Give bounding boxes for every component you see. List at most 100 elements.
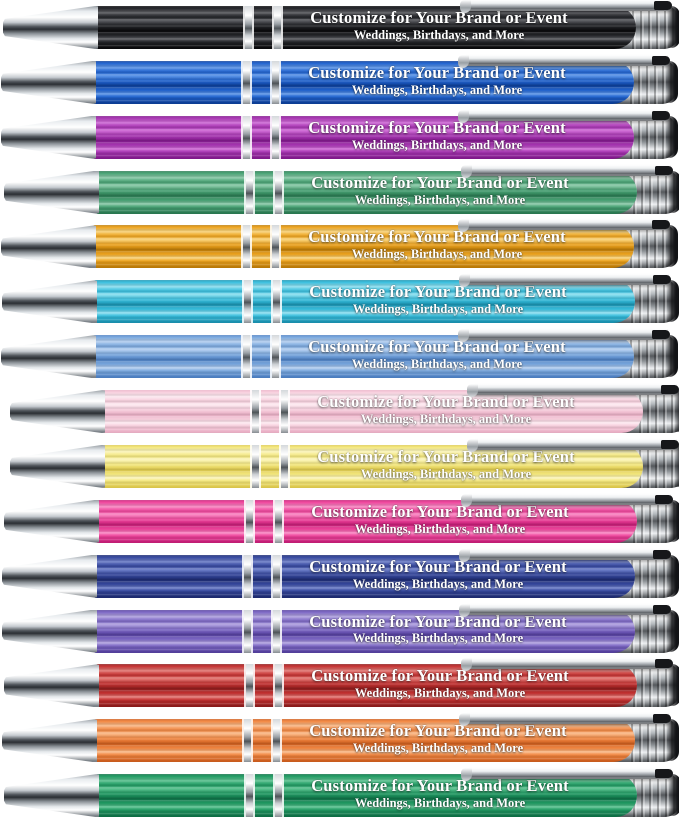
barrel-ring-icon (244, 554, 251, 598)
pen-orchid-purple: Customize for Your Brand or Event Weddin… (0, 109, 679, 165)
imprint-line-2: Weddings, Birthdays, and More (351, 82, 523, 97)
pen-clip-icon (461, 768, 671, 782)
pen-tip-icon (4, 774, 99, 818)
pen-imprint: Customize for Your Brand or Event Weddin… (295, 8, 583, 43)
pen-barrel (92, 335, 634, 379)
barrel-ring-icon (275, 664, 282, 708)
pen-blue: Customize for Your Brand or Event Weddin… (0, 54, 679, 110)
imprint-line-1: Customize for Your Brand or Event (308, 117, 566, 137)
barrel-ring-icon (244, 280, 251, 324)
pen-light-blue: Customize for Your Brand or Event Weddin… (0, 329, 679, 384)
barrel-ring-icon (281, 444, 288, 488)
pen-navy-blue: Customize for Your Brand or Event Weddin… (1, 548, 679, 604)
pen-endcap-icon (668, 664, 679, 707)
imprint-line-2: Weddings, Birthdays, and More (352, 302, 524, 317)
pen-tip-icon (2, 719, 97, 763)
pen-tip-icon (4, 664, 99, 708)
pen-row-cyan: Customize for Your Brand or Event Weddin… (0, 274, 679, 329)
pen-endcap-icon (666, 609, 679, 652)
imprint-line-2: Weddings, Birthdays, and More (352, 741, 524, 756)
pen-clicker-icon (652, 330, 670, 340)
pen-barrel (92, 225, 634, 269)
pen-endcap-icon (668, 499, 679, 542)
pen-row-light-yellow: Customize for Your Brand or Event Weddin… (0, 438, 679, 494)
pen-row-hot-pink: Customize for Your Brand or Event Weddin… (0, 493, 679, 549)
barrel-ring-icon (252, 444, 259, 488)
pen-endcap-icon (665, 60, 678, 103)
pen-tip-icon (2, 280, 97, 324)
pen-endcap-icon (665, 335, 678, 378)
pen-clicker-icon (653, 275, 671, 285)
pen-barrel (92, 60, 634, 104)
pen-row-red: Customize for Your Brand or Event Weddin… (0, 658, 679, 713)
imprint-line-1: Customize for Your Brand or Event (309, 611, 567, 631)
barrel-ring-icon (246, 774, 253, 818)
imprint-line-2: Weddings, Birthdays, and More (353, 27, 525, 42)
barrel-ring-icon (275, 499, 282, 543)
pen-clip-icon (458, 109, 668, 123)
pen-tip-icon (1, 225, 96, 269)
pen-endcap-icon (674, 444, 679, 487)
pen-row-amber-gold: Customize for Your Brand or Event Weddin… (0, 219, 679, 274)
barrel-ring-icon (243, 115, 250, 159)
barrel-ring-icon (244, 609, 251, 653)
pen-clip-icon (458, 54, 668, 68)
pen-tip-icon (4, 170, 99, 214)
imprint-line-1: Customize for Your Brand or Event (317, 446, 575, 466)
pen-tip-icon (10, 390, 105, 434)
barrel-ring-icon (246, 170, 253, 214)
pen-red: Customize for Your Brand or Event Weddin… (3, 658, 679, 713)
pen-tip-icon (2, 609, 97, 653)
pen-clicker-icon (655, 659, 673, 669)
pen-row-blue: Customize for Your Brand or Event Weddin… (0, 54, 679, 110)
pen-clicker-icon (661, 385, 679, 395)
barrel-ring-icon (243, 60, 250, 104)
pen-imprint: Customize for Your Brand or Event Weddin… (296, 501, 584, 537)
imprint-line-2: Weddings, Birthdays, and More (354, 686, 526, 701)
pen-tip-icon (4, 499, 99, 543)
pen-barrel (101, 390, 643, 434)
imprint-line-2: Weddings, Birthdays, and More (354, 796, 526, 811)
pen-clip-icon (461, 493, 671, 507)
pen-sea-green: Customize for Your Brand or Event Weddin… (3, 164, 679, 220)
imprint-line-2: Weddings, Birthdays, and More (351, 137, 523, 152)
pen-imprint: Customize for Your Brand or Event Weddin… (302, 446, 590, 482)
pen-clicker-icon (661, 439, 679, 449)
imprint-line-1: Customize for Your Brand or Event (308, 337, 566, 357)
pen-clip-icon (459, 274, 669, 288)
pen-row-orange: Customize for Your Brand or Event Weddin… (0, 713, 679, 768)
pen-barrel (95, 170, 637, 214)
barrel-ring-icon (246, 499, 253, 543)
pen-endcap-icon (665, 115, 678, 158)
pen-imprint: Customize for Your Brand or Event Weddin… (294, 557, 582, 592)
pen-clip-icon (458, 219, 668, 233)
pen-emerald-green: Customize for Your Brand or Event Weddin… (3, 768, 679, 823)
pen-row-orchid-purple: Customize for Your Brand or Event Weddin… (0, 109, 679, 165)
imprint-line-1: Customize for Your Brand or Event (310, 8, 568, 27)
pen-light-yellow: Customize for Your Brand or Event Weddin… (9, 438, 679, 494)
pen-tip-icon (1, 115, 96, 159)
pen-imprint: Customize for Your Brand or Event Weddin… (293, 227, 581, 262)
imprint-line-1: Customize for Your Brand or Event (311, 501, 569, 521)
pen-row-medium-purple: Customize for Your Brand or Event Weddin… (0, 603, 679, 659)
pen-clip-icon (459, 603, 669, 617)
pen-imprint: Customize for Your Brand or Event Weddin… (294, 721, 582, 756)
pen-endcap-icon (668, 170, 679, 213)
barrel-ring-icon (273, 280, 280, 324)
pen-tip-icon (1, 335, 96, 379)
pen-clip-icon (467, 384, 677, 398)
pen-barrel (95, 664, 637, 708)
pen-clicker-icon (652, 55, 670, 65)
pen-clicker-icon (653, 714, 671, 724)
pen-clicker-icon (655, 165, 673, 175)
barrel-ring-icon (273, 719, 280, 763)
pen-medium-purple: Customize for Your Brand or Event Weddin… (1, 603, 679, 659)
pen-barrel (94, 6, 636, 49)
pen-clip-icon (458, 329, 668, 343)
barrel-ring-icon (272, 225, 279, 269)
imprint-line-1: Customize for Your Brand or Event (317, 392, 575, 412)
barrel-ring-icon (274, 6, 281, 49)
pen-imprint: Customize for Your Brand or Event Weddin… (296, 173, 584, 208)
pen-black: Customize for Your Brand or Event Weddin… (2, 0, 679, 55)
